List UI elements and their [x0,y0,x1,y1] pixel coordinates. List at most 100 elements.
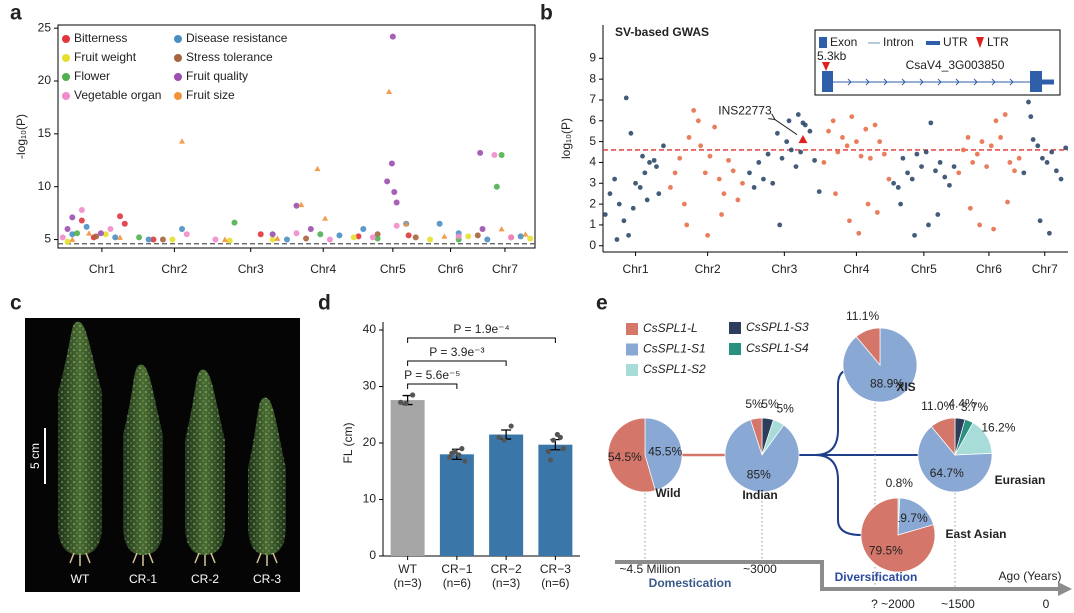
point [221,236,228,242]
chevron [955,78,960,86]
point [867,155,873,161]
point [117,234,124,240]
data-point [501,437,507,443]
legend-label: LTR [987,35,1009,49]
x-tick-label: Chr2 [161,262,187,276]
data-point [403,400,409,407]
point [821,160,827,165]
point [740,180,745,186]
slice-label: 5% [745,397,763,411]
legend-exon [819,37,827,48]
point [633,180,638,186]
timeline [615,560,1060,591]
point [1030,137,1036,142]
point [1063,145,1069,151]
slice-label: 85% [747,467,771,481]
point [491,151,498,158]
point [1035,143,1041,149]
legend-label: Exon [830,35,857,49]
data-point [547,457,553,463]
slice-label: 64.7% [930,466,964,480]
slice-label: 11.1% [846,309,879,323]
point [726,157,731,163]
y-tick-label: 15 [38,126,52,140]
point [898,201,903,207]
point [374,235,381,242]
y-tick-label: 7 [589,92,596,106]
point [786,118,792,124]
legend-marker [62,54,70,62]
cucumber-root [194,552,216,566]
point [795,112,801,117]
point [1040,155,1045,161]
point [686,135,692,140]
point [844,143,850,149]
inset-frame [814,29,1061,96]
gene-name: CsaV4_3G003850 [906,58,1005,72]
point [970,160,976,165]
sample-label: WT [71,572,90,586]
legend-label: Disease resistance [186,31,288,45]
point [630,205,636,211]
point [112,234,119,241]
point [612,176,618,182]
legend-marker [174,54,182,62]
point [847,218,852,224]
point [835,149,841,155]
point [179,225,186,232]
x-tick-label: Chr5 [380,262,406,276]
time-guides [644,403,956,588]
point [774,130,780,136]
point [498,151,505,158]
point [909,176,915,182]
point [914,151,920,157]
point [644,197,650,203]
y-tick-label: 0 [589,238,596,252]
point [226,237,233,244]
point [1005,199,1010,205]
point [231,219,238,226]
chevron [865,78,870,86]
sample-size: (n=6) [541,576,569,590]
point [59,234,66,241]
pie-slice [930,417,956,456]
point [642,170,648,176]
point [136,234,143,241]
data-point [496,434,502,440]
point [661,143,666,149]
chevron [919,78,924,86]
point [672,170,678,176]
data-point [560,446,566,452]
point [614,237,620,242]
slice-label: 16.2% [981,420,1015,434]
chevron [847,78,852,86]
point [935,212,941,217]
point [905,170,910,176]
point [812,157,817,163]
point [951,164,957,170]
point [384,178,391,185]
legend-swatch [626,364,638,376]
legend-label: Vegetable organ [74,88,161,102]
x-tick-label: CR−3 [540,562,571,576]
point [928,120,934,126]
point [765,151,771,157]
cucumbers [58,321,286,566]
cucumber-texture [248,397,286,555]
point [637,185,643,190]
point [735,197,741,203]
sample-size: (n=6) [443,576,471,590]
point [926,222,931,228]
point [784,139,790,145]
chevron [973,78,978,86]
legend-label: Bitterness [74,31,127,45]
cucumber-root [256,552,278,566]
point [770,180,776,186]
point [474,232,481,239]
chevron [991,78,996,86]
bar [489,434,524,556]
point [942,174,948,180]
connector [814,454,862,536]
cucumber-texture [58,321,102,555]
